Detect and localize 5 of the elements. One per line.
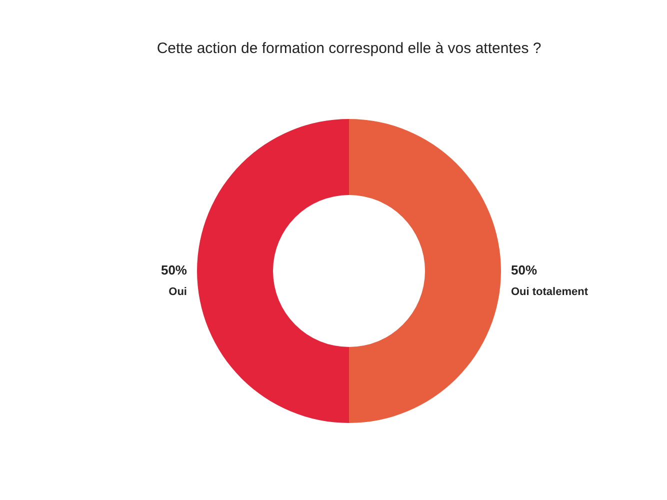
- slice-label: Oui totalement: [511, 286, 588, 298]
- chart-title: Cette action de formation correspond elle à vos attentes ?: [156, 40, 542, 58]
- data-label: 50%: [511, 262, 538, 278]
- data-label: 50%: [160, 262, 188, 278]
- slice-label: Oui: [168, 286, 187, 298]
